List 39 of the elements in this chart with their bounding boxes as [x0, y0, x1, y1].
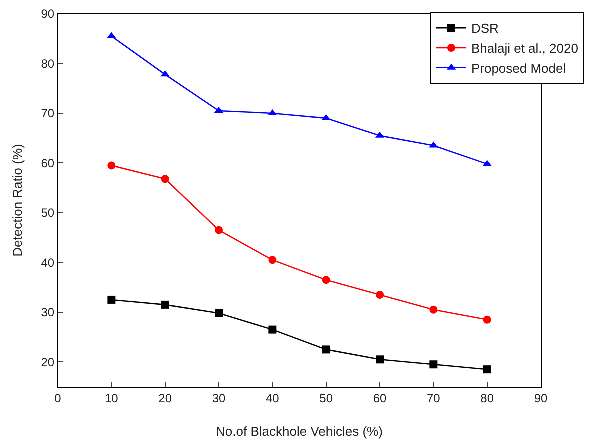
point	[483, 366, 492, 374]
point	[161, 300, 170, 309]
point	[376, 290, 384, 299]
point	[268, 326, 277, 334]
x-tick-label: 90	[534, 391, 548, 406]
legend-label: Proposed Model	[471, 60, 566, 76]
point	[108, 162, 116, 170]
x-axis-title: No.of Blackhole Vehicles (%)	[216, 424, 383, 439]
point	[430, 306, 438, 314]
y-axis-title: Detection Ratio (%)	[10, 144, 25, 257]
point	[430, 360, 438, 369]
y-tick-label: 90	[41, 7, 55, 22]
point	[215, 226, 223, 234]
x-tick-label: 0	[54, 391, 62, 406]
y-tick-label: 50	[41, 206, 55, 220]
x-tick-label: 80	[480, 391, 494, 406]
x-tick-label: 60	[373, 391, 387, 406]
point	[215, 309, 223, 318]
x-tick-label: 50	[320, 391, 334, 406]
x-tick-label: 30	[212, 391, 226, 406]
x-tick-label: 10	[104, 391, 119, 406]
y-tick-label: 80	[41, 56, 55, 71]
point	[161, 175, 170, 184]
y-tick-label: 20	[41, 355, 55, 370]
x-tick-label: 20	[158, 391, 172, 406]
point	[268, 256, 277, 264]
y-tick-label: 40	[41, 256, 55, 270]
y-tick-label: 60	[41, 156, 55, 170]
point	[322, 346, 330, 354]
point	[376, 356, 384, 364]
x-tick-label: 70	[426, 391, 441, 406]
point	[322, 276, 330, 284]
y-tick-label: 70	[41, 106, 55, 121]
legend-label: Bhalaji et al., 2020	[471, 41, 578, 56]
x-tick-label: 40	[266, 391, 280, 406]
legend-label: DSR	[471, 21, 499, 36]
y-tick-label: 30	[41, 306, 55, 320]
point	[108, 296, 116, 304]
point	[483, 316, 492, 324]
